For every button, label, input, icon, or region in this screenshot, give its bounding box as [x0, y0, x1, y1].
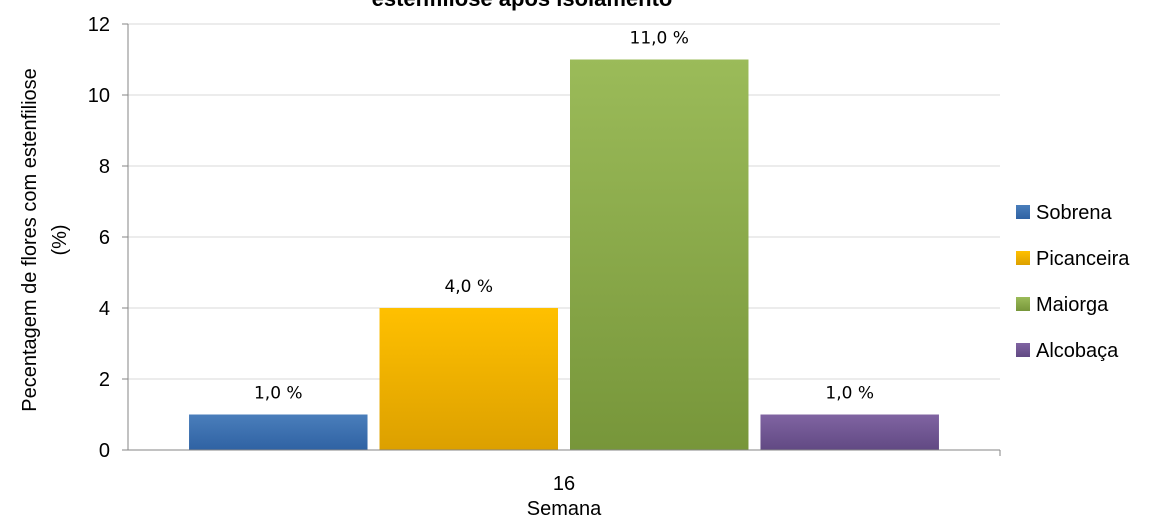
legend-swatch: [1016, 343, 1030, 357]
axes: [122, 23, 1001, 456]
legend-label: Alcobaça: [1036, 340, 1119, 362]
legend-swatch: [1016, 205, 1030, 219]
legend-swatch: [1016, 251, 1030, 265]
y-tick-label: 12: [88, 14, 110, 36]
data-label-maiorga: 11,0 %: [630, 29, 689, 49]
bar-sobrena: [189, 414, 368, 450]
legend-item-sobrena: Sobrena: [1016, 202, 1112, 224]
legend-label: Picanceira: [1036, 248, 1130, 270]
data-label-alcobaça: 1,0 %: [825, 384, 874, 404]
y-tick-label: 6: [99, 227, 110, 249]
legend-item-picanceira: Picanceira: [1016, 248, 1130, 270]
data-label-picanceira: 4,0 %: [444, 277, 493, 297]
legend-swatch: [1016, 297, 1030, 311]
y-tick-label: 10: [88, 85, 110, 107]
y-axis-title: Pecentagem de flores com estenfiliose (%…: [19, 68, 71, 412]
x-axis-title: Semana: [527, 498, 602, 520]
x-tick-labels: 16: [553, 473, 575, 495]
bar-picanceira: [379, 308, 558, 450]
legend-label: Sobrena: [1036, 202, 1112, 224]
legend-item-alcobaça: Alcobaça: [1016, 340, 1119, 362]
bar-alcobaça: [760, 414, 939, 450]
y-tick-label: 0: [99, 440, 110, 462]
y-axis-title-line1: Pecentagem de flores com estenfiliose: [19, 68, 41, 412]
data-labels: 1,0 % 4,0 % 11,0 % 1,0 %: [254, 29, 874, 404]
y-axis-title-line2: (%): [49, 224, 71, 255]
legend-item-maiorga: Maiorga: [1016, 294, 1109, 316]
gridlines: [128, 23, 1000, 380]
y-tick-label: 8: [99, 156, 110, 178]
data-label-sobrena: 1,0 %: [254, 384, 303, 404]
chart-title: estenfiliose após isolamento: [372, 0, 673, 11]
y-tick-label: 2: [99, 369, 110, 391]
legend: Sobrena Picanceira Maiorga Alcobaça: [1016, 202, 1130, 362]
legend-label: Maiorga: [1036, 294, 1109, 316]
y-tick-labels: 0 2 4 6 8 10 12: [88, 14, 110, 462]
y-tick-label: 4: [99, 298, 110, 320]
bars: [189, 59, 939, 450]
x-tick-label: 16: [553, 473, 575, 495]
bar-maiorga: [570, 59, 749, 450]
